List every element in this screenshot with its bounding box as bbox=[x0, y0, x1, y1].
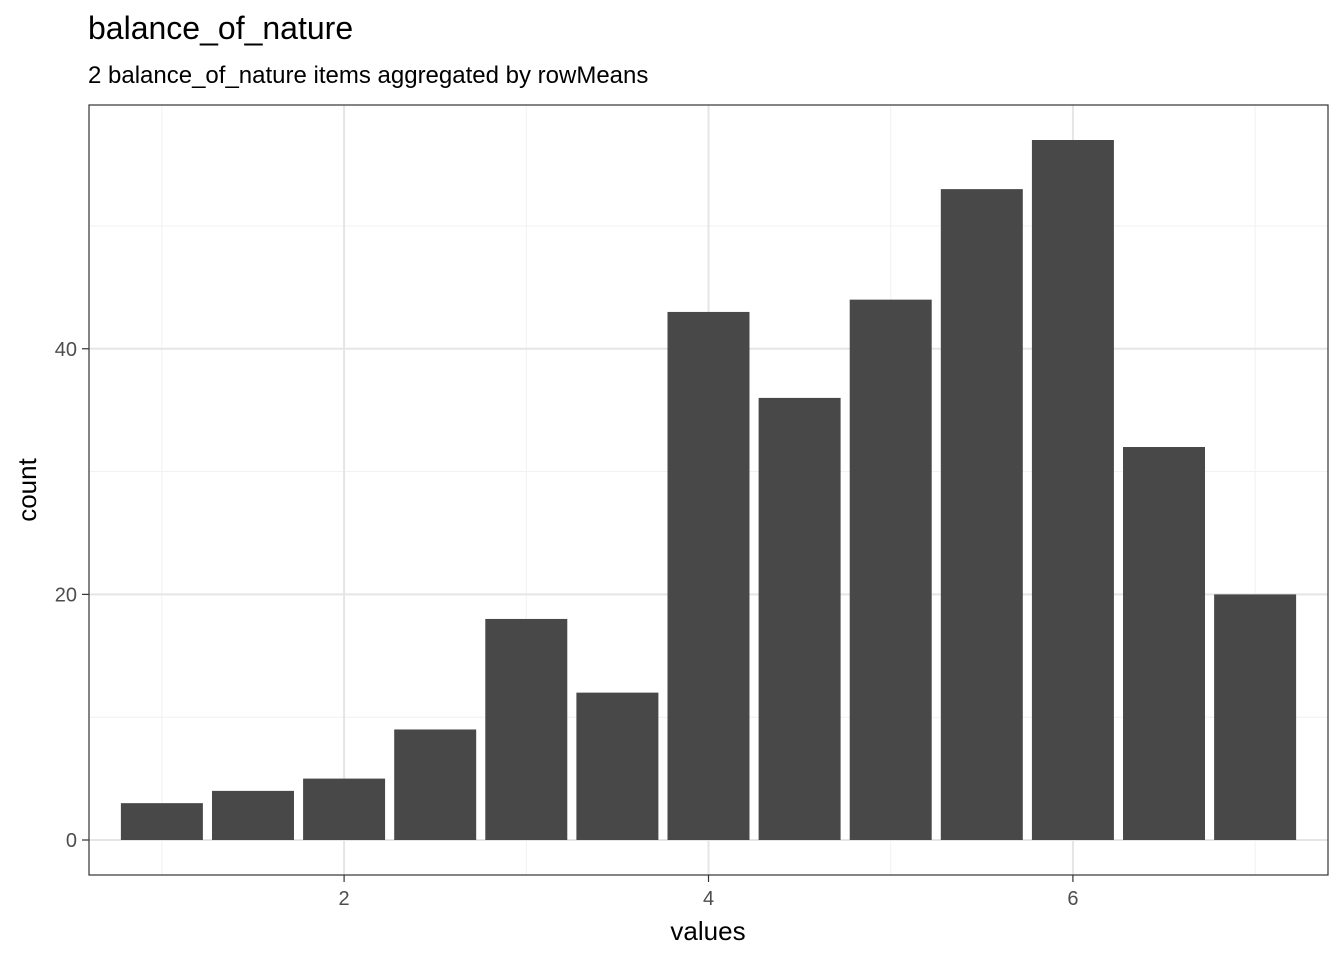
y-tick-label: 20 bbox=[55, 584, 77, 606]
histogram-bar bbox=[576, 692, 659, 840]
chart-title: balance_of_nature bbox=[88, 10, 353, 46]
x-tick-label: 2 bbox=[339, 888, 350, 910]
y-tick-label: 0 bbox=[66, 830, 77, 852]
y-axis-ticks: 0 20 40 bbox=[55, 339, 89, 852]
histogram-bar bbox=[849, 299, 932, 840]
histogram-bar bbox=[940, 189, 1023, 840]
y-axis-label: count bbox=[12, 457, 42, 521]
histogram-bar bbox=[667, 311, 750, 840]
histogram-bar bbox=[1214, 594, 1297, 840]
histogram-bar bbox=[1123, 447, 1206, 840]
x-axis-label: values bbox=[670, 916, 745, 946]
chart-subtitle: 2 balance_of_nature items aggregated by … bbox=[88, 62, 648, 89]
x-tick-label: 4 bbox=[703, 888, 714, 910]
histogram-bar bbox=[485, 618, 568, 840]
histogram-bar bbox=[303, 778, 386, 840]
histogram-bar bbox=[1031, 140, 1114, 840]
histogram-bar bbox=[394, 729, 477, 840]
histogram-bar bbox=[758, 397, 841, 840]
x-tick-label: 6 bbox=[1067, 888, 1078, 910]
y-tick-label: 40 bbox=[55, 339, 77, 361]
histogram-bar bbox=[211, 790, 294, 840]
histogram-bar bbox=[120, 803, 203, 840]
bars-group bbox=[120, 140, 1297, 840]
x-axis-ticks: 2 4 6 bbox=[339, 875, 1078, 910]
